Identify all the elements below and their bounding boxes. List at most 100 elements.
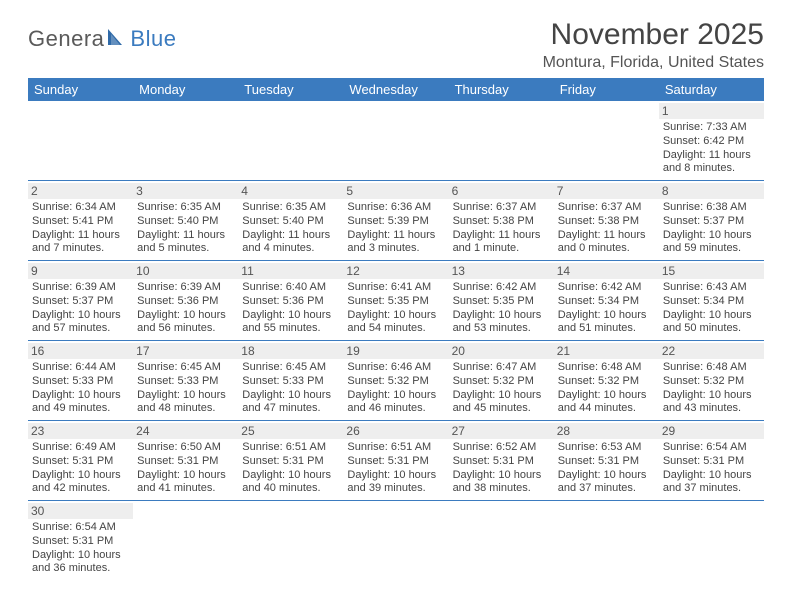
- day-details: Sunrise: 6:40 AMSunset: 5:36 PMDaylight:…: [242, 281, 339, 336]
- day-cell-18: 18Sunrise: 6:45 AMSunset: 5:33 PMDayligh…: [238, 341, 343, 421]
- daylight-line: Daylight: 10 hours and 53 minutes.: [453, 309, 550, 337]
- empty-cell: [449, 501, 554, 581]
- day-cell-16: 16 Sunrise: 6:44 AMSunset: 5:33 PMDayligh…: [28, 341, 133, 421]
- empty-cell: [238, 101, 343, 181]
- day-cell-2: 2 Sunrise: 6:34 AMSunset: 5:41 PMDaylight…: [28, 181, 133, 261]
- daylight-line: Daylight: 10 hours and 37 minutes.: [558, 469, 655, 497]
- day-details: Sunrise: 6:41 AMSunset: 5:35 PMDaylight:…: [347, 281, 444, 336]
- page-title: November 2025: [543, 18, 764, 52]
- day-number: 2: [28, 183, 133, 199]
- day-details: Sunrise: 6:45 AMSunset: 5:33 PMDaylight:…: [242, 361, 339, 416]
- logo: Genera Blue: [28, 18, 176, 52]
- day-number: 3: [133, 183, 238, 199]
- sunset-line: Sunset: 5:40 PM: [242, 215, 339, 229]
- day-details: Sunrise: 6:42 AMSunset: 5:35 PMDaylight:…: [453, 281, 550, 336]
- day-number: 8: [659, 183, 764, 199]
- day-details: Sunrise: 6:37 AMSunset: 5:38 PMDaylight:…: [558, 201, 655, 256]
- sunset-line: Sunset: 5:39 PM: [347, 215, 444, 229]
- daylight-line: Daylight: 10 hours and 36 minutes.: [32, 549, 129, 577]
- daylight-line: Daylight: 10 hours and 40 minutes.: [242, 469, 339, 497]
- sunrise-line: Sunrise: 6:50 AM: [137, 441, 234, 455]
- day-details: Sunrise: 6:39 AMSunset: 5:37 PMDaylight:…: [32, 281, 129, 336]
- sunrise-line: Sunrise: 6:54 AM: [32, 521, 129, 535]
- sunrise-line: Sunrise: 6:42 AM: [558, 281, 655, 295]
- sunrise-line: Sunrise: 6:51 AM: [242, 441, 339, 455]
- sunset-line: Sunset: 5:40 PM: [137, 215, 234, 229]
- day-cell-28: 28Sunrise: 6:53 AMSunset: 5:31 PMDayligh…: [554, 421, 659, 501]
- sunrise-line: Sunrise: 6:47 AM: [453, 361, 550, 375]
- logo-text-part1: Genera: [28, 26, 104, 52]
- daylight-line: Daylight: 11 hours and 0 minutes.: [558, 229, 655, 257]
- sunset-line: Sunset: 5:41 PM: [32, 215, 129, 229]
- daylight-line: Daylight: 11 hours and 8 minutes.: [663, 149, 760, 177]
- sunrise-line: Sunrise: 6:34 AM: [32, 201, 129, 215]
- day-number: 12: [343, 263, 448, 279]
- daylight-line: Daylight: 10 hours and 38 minutes.: [453, 469, 550, 497]
- sunset-line: Sunset: 5:36 PM: [242, 295, 339, 309]
- sunset-line: Sunset: 5:32 PM: [558, 375, 655, 389]
- calendar-row: 2Sunrise: 6:34 AMSunset: 5:41 PMDaylight…: [28, 181, 764, 261]
- daylight-line: Daylight: 10 hours and 44 minutes.: [558, 389, 655, 417]
- daylight-line: Daylight: 10 hours and 43 minutes.: [663, 389, 760, 417]
- day-number: 10: [133, 263, 238, 279]
- day-number: 1: [659, 103, 764, 119]
- day-header-wednesday: Wednesday: [343, 78, 448, 101]
- day-cell-6: 6Sunrise: 6:37 AMSunset: 5:38 PMDaylight…: [449, 181, 554, 261]
- day-cell-15: 15Sunrise: 6:43 AMSunset: 5:34 PMDayligh…: [659, 261, 764, 341]
- empty-cell: [133, 101, 238, 181]
- daylight-line: Daylight: 11 hours and 7 minutes.: [32, 229, 129, 257]
- day-cell-21: 21Sunrise: 6:48 AMSunset: 5:32 PMDayligh…: [554, 341, 659, 421]
- header: Genera Blue November 2025 Montura, Flori…: [28, 18, 764, 72]
- empty-cell: [28, 101, 133, 181]
- day-header-saturday: Saturday: [659, 78, 764, 101]
- day-number: 4: [238, 183, 343, 199]
- day-cell-13: 13Sunrise: 6:42 AMSunset: 5:35 PMDayligh…: [449, 261, 554, 341]
- sunrise-line: Sunrise: 6:42 AM: [453, 281, 550, 295]
- sunrise-line: Sunrise: 6:37 AM: [558, 201, 655, 215]
- sunset-line: Sunset: 5:37 PM: [32, 295, 129, 309]
- sunset-line: Sunset: 5:32 PM: [347, 375, 444, 389]
- day-cell-10: 10Sunrise: 6:39 AMSunset: 5:36 PMDayligh…: [133, 261, 238, 341]
- day-number: 22: [659, 343, 764, 359]
- calendar-table: SundayMondayTuesdayWednesdayThursdayFrid…: [28, 78, 764, 580]
- day-details: Sunrise: 6:37 AMSunset: 5:38 PMDaylight:…: [453, 201, 550, 256]
- sunset-line: Sunset: 5:31 PM: [242, 455, 339, 469]
- sunrise-line: Sunrise: 7:33 AM: [663, 121, 760, 135]
- day-details: Sunrise: 6:50 AMSunset: 5:31 PMDaylight:…: [137, 441, 234, 496]
- location-text: Montura, Florida, United States: [543, 54, 764, 72]
- day-cell-26: 26Sunrise: 6:51 AMSunset: 5:31 PMDayligh…: [343, 421, 448, 501]
- sunrise-line: Sunrise: 6:44 AM: [32, 361, 129, 375]
- day-number: 16: [28, 343, 133, 359]
- day-cell-27: 27Sunrise: 6:52 AMSunset: 5:31 PMDayligh…: [449, 421, 554, 501]
- sunset-line: Sunset: 5:31 PM: [347, 455, 444, 469]
- empty-cell: [554, 501, 659, 581]
- day-number: 30: [28, 503, 133, 519]
- day-details: Sunrise: 6:44 AMSunset: 5:33 PMDaylight:…: [32, 361, 129, 416]
- day-details: Sunrise: 6:53 AMSunset: 5:31 PMDaylight:…: [558, 441, 655, 496]
- day-number: 9: [28, 263, 133, 279]
- day-details: Sunrise: 6:42 AMSunset: 5:34 PMDaylight:…: [558, 281, 655, 336]
- sunrise-line: Sunrise: 6:49 AM: [32, 441, 129, 455]
- sunrise-line: Sunrise: 6:38 AM: [663, 201, 760, 215]
- calendar-row: 16Sunrise: 6:44 AMSunset: 5:33 PMDayligh…: [28, 341, 764, 421]
- day-details: Sunrise: 6:47 AMSunset: 5:32 PMDaylight:…: [453, 361, 550, 416]
- day-header-friday: Friday: [554, 78, 659, 101]
- daylight-line: Daylight: 10 hours and 56 minutes.: [137, 309, 234, 337]
- day-header-row: SundayMondayTuesdayWednesdayThursdayFrid…: [28, 78, 764, 101]
- calendar-row: 30 Sunrise: 6:54 AMSunset: 5:31 PMDayligh…: [28, 501, 764, 581]
- sunrise-line: Sunrise: 6:48 AM: [663, 361, 760, 375]
- calendar-row: 23Sunrise: 6:49 AMSunset: 5:31 PMDayligh…: [28, 421, 764, 501]
- sunset-line: Sunset: 5:38 PM: [558, 215, 655, 229]
- daylight-line: Daylight: 10 hours and 39 minutes.: [347, 469, 444, 497]
- day-number: 27: [449, 423, 554, 439]
- sunrise-line: Sunrise: 6:52 AM: [453, 441, 550, 455]
- day-number: 20: [449, 343, 554, 359]
- logo-sail-icon: [106, 27, 128, 52]
- sunrise-line: Sunrise: 6:46 AM: [347, 361, 444, 375]
- day-details: Sunrise: 6:54 AMSunset: 5:31 PMDaylight:…: [32, 521, 129, 576]
- day-number: 19: [343, 343, 448, 359]
- empty-cell: [238, 501, 343, 581]
- sunset-line: Sunset: 5:33 PM: [242, 375, 339, 389]
- sunset-line: Sunset: 5:33 PM: [32, 375, 129, 389]
- day-cell-4: 4Sunrise: 6:35 AMSunset: 5:40 PMDaylight…: [238, 181, 343, 261]
